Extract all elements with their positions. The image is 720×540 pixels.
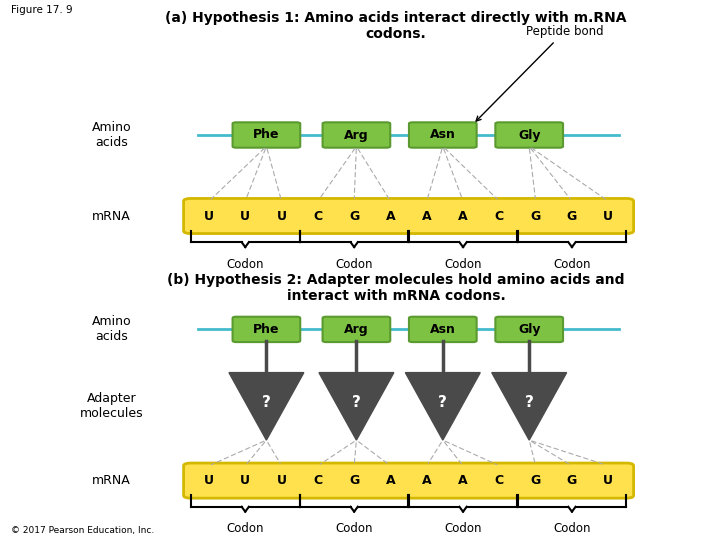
Text: C: C xyxy=(495,210,504,222)
Polygon shape xyxy=(492,373,567,440)
Polygon shape xyxy=(405,373,480,440)
FancyBboxPatch shape xyxy=(184,198,634,233)
Text: (b) Hypothesis 2: Adapter molecules hold amino acids and
interact with mRNA codo: (b) Hypothesis 2: Adapter molecules hold… xyxy=(167,273,625,303)
FancyBboxPatch shape xyxy=(495,316,563,342)
Text: C: C xyxy=(313,210,323,222)
Text: G: G xyxy=(567,210,577,222)
Text: Codon: Codon xyxy=(227,258,264,271)
Text: A: A xyxy=(386,474,395,487)
FancyBboxPatch shape xyxy=(409,122,477,147)
Text: Amino
acids: Amino acids xyxy=(91,121,132,149)
Text: Gly: Gly xyxy=(518,129,541,141)
Text: Codon: Codon xyxy=(227,523,264,536)
Text: U: U xyxy=(240,210,251,222)
Text: Gly: Gly xyxy=(518,323,541,336)
FancyBboxPatch shape xyxy=(233,122,300,147)
Text: Asn: Asn xyxy=(430,129,456,141)
Text: Codon: Codon xyxy=(444,258,482,271)
Text: G: G xyxy=(349,474,359,487)
Text: A: A xyxy=(386,210,395,222)
Text: Codon: Codon xyxy=(553,258,590,271)
FancyBboxPatch shape xyxy=(184,463,634,498)
Text: (a) Hypothesis 1: Amino acids interact directly with m.RNA
codons.: (a) Hypothesis 1: Amino acids interact d… xyxy=(166,11,626,41)
Text: U: U xyxy=(240,474,251,487)
FancyBboxPatch shape xyxy=(233,316,300,342)
Text: G: G xyxy=(531,474,541,487)
Text: Adapter
molecules: Adapter molecules xyxy=(80,393,143,420)
Polygon shape xyxy=(319,373,394,440)
Text: Codon: Codon xyxy=(553,523,590,536)
Text: © 2017 Pearson Education, Inc.: © 2017 Pearson Education, Inc. xyxy=(11,525,154,535)
Text: G: G xyxy=(531,210,541,222)
Text: Codon: Codon xyxy=(336,523,373,536)
FancyBboxPatch shape xyxy=(409,316,477,342)
Text: ?: ? xyxy=(438,395,447,410)
Text: U: U xyxy=(603,474,613,487)
Text: A: A xyxy=(458,474,468,487)
Text: G: G xyxy=(349,210,359,222)
Text: G: G xyxy=(567,474,577,487)
Text: Codon: Codon xyxy=(444,523,482,536)
Text: ?: ? xyxy=(262,395,271,410)
Text: Asn: Asn xyxy=(430,323,456,336)
Text: A: A xyxy=(458,210,468,222)
Text: Phe: Phe xyxy=(253,323,279,336)
Text: Phe: Phe xyxy=(253,129,279,141)
Text: C: C xyxy=(495,474,504,487)
FancyBboxPatch shape xyxy=(323,316,390,342)
Text: A: A xyxy=(422,210,431,222)
Text: Amino
acids: Amino acids xyxy=(91,315,132,343)
Text: U: U xyxy=(204,474,214,487)
Text: U: U xyxy=(276,474,287,487)
Text: ?: ? xyxy=(525,395,534,410)
Text: U: U xyxy=(276,210,287,222)
Text: U: U xyxy=(603,210,613,222)
Text: mRNA: mRNA xyxy=(92,474,131,487)
Text: ?: ? xyxy=(352,395,361,410)
Text: Peptide bond: Peptide bond xyxy=(476,25,603,121)
Text: mRNA: mRNA xyxy=(92,210,131,222)
Polygon shape xyxy=(229,373,304,440)
FancyBboxPatch shape xyxy=(323,122,390,147)
Text: Arg: Arg xyxy=(344,129,369,141)
Text: Codon: Codon xyxy=(336,258,373,271)
FancyBboxPatch shape xyxy=(495,122,563,147)
Text: A: A xyxy=(422,474,431,487)
Text: U: U xyxy=(204,210,214,222)
Text: Figure 17. 9: Figure 17. 9 xyxy=(11,5,73,16)
Text: Arg: Arg xyxy=(344,323,369,336)
Text: C: C xyxy=(313,474,323,487)
